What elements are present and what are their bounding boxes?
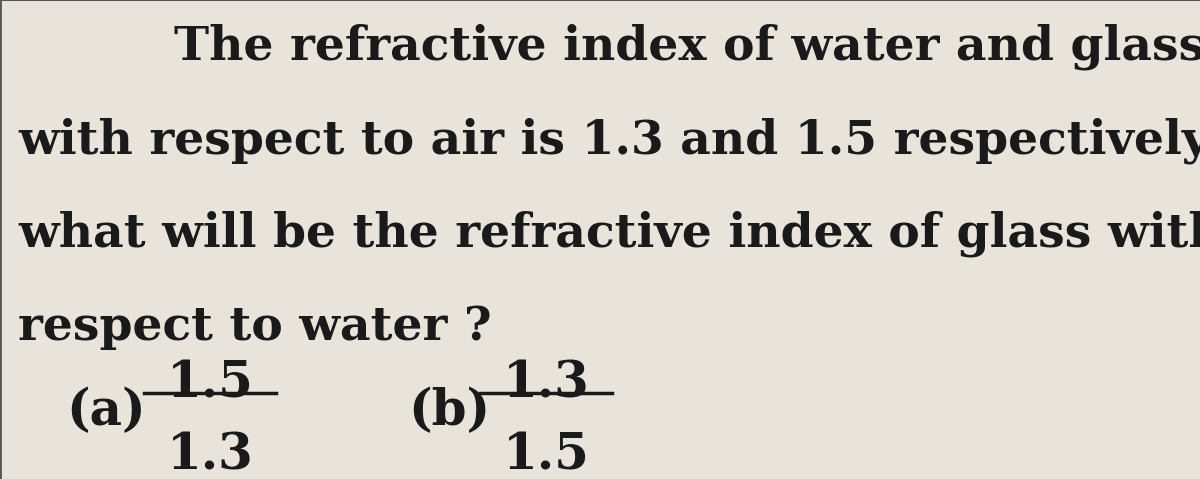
Text: 1.3: 1.3 <box>167 431 253 479</box>
Text: 1.5: 1.5 <box>167 359 253 408</box>
Text: The refractive index of water and glass: The refractive index of water and glass <box>174 24 1200 70</box>
Text: what will be the refractive index of glass with: what will be the refractive index of gla… <box>18 211 1200 257</box>
Text: 1.3: 1.3 <box>503 359 589 408</box>
Text: with respect to air is 1.3 and 1.5 respectively,: with respect to air is 1.3 and 1.5 respe… <box>18 117 1200 164</box>
Text: (b): (b) <box>408 388 490 436</box>
Text: respect to water ?: respect to water ? <box>18 304 492 350</box>
Text: (a): (a) <box>66 388 145 436</box>
Text: 1.5: 1.5 <box>503 431 589 479</box>
